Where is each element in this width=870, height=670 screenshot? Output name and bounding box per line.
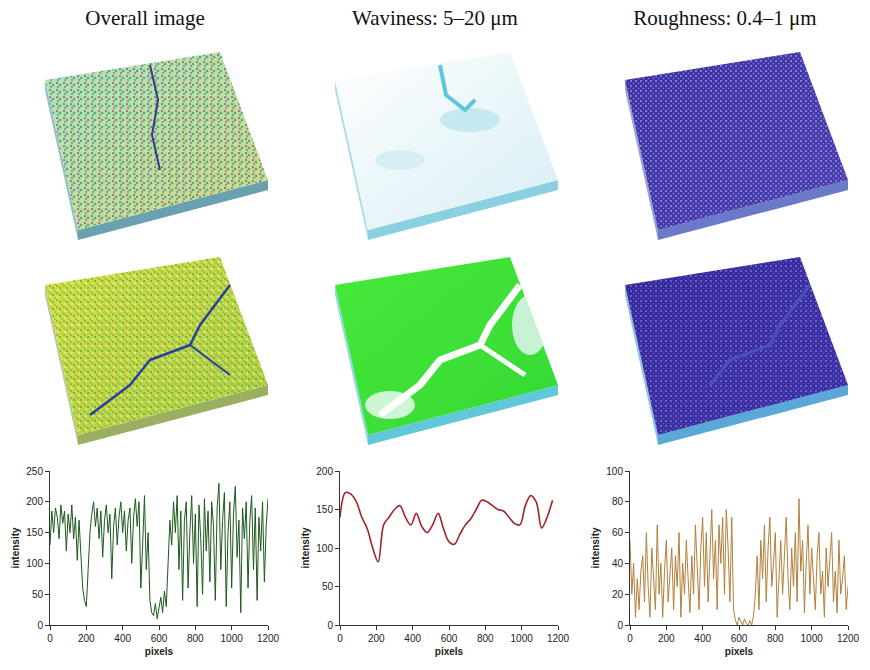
svg-text:800: 800 bbox=[767, 633, 784, 644]
svg-text:200: 200 bbox=[78, 633, 95, 644]
svg-text:intensity: intensity bbox=[300, 527, 311, 569]
svg-text:100: 100 bbox=[316, 543, 333, 554]
svg-text:250: 250 bbox=[26, 466, 43, 477]
svg-text:1200: 1200 bbox=[257, 633, 280, 644]
html-text:Roughness: 0.4–1 μm: Roughness: 0.4–1 μm bbox=[633, 6, 817, 30]
svg-text:0: 0 bbox=[47, 633, 53, 644]
svg-text:60: 60 bbox=[612, 527, 624, 538]
svg-text:intensity: intensity bbox=[10, 527, 21, 569]
svg-text:600: 600 bbox=[441, 633, 458, 644]
svg-text:80: 80 bbox=[612, 496, 624, 507]
html-text:Overall image: Overall image bbox=[85, 6, 205, 30]
svg-text:150: 150 bbox=[316, 504, 333, 515]
svg-text:200: 200 bbox=[658, 633, 675, 644]
html-text:Waviness: 5–20 μm: Waviness: 5–20 μm bbox=[352, 6, 518, 30]
svg-text:1000: 1000 bbox=[801, 633, 824, 644]
svg-text:100: 100 bbox=[606, 466, 623, 477]
svg-text:400: 400 bbox=[694, 633, 711, 644]
svg-text:0: 0 bbox=[327, 620, 333, 631]
svg-text:1000: 1000 bbox=[221, 633, 244, 644]
svg-text:1200: 1200 bbox=[837, 633, 860, 644]
svg-text:0: 0 bbox=[37, 620, 43, 631]
svg-text:pixels: pixels bbox=[435, 646, 464, 657]
svg-text:400: 400 bbox=[404, 633, 421, 644]
svg-text:600: 600 bbox=[151, 633, 168, 644]
svg-text:800: 800 bbox=[477, 633, 494, 644]
svg-text:20: 20 bbox=[612, 589, 624, 600]
svg-text:1200: 1200 bbox=[547, 633, 570, 644]
svg-text:pixels: pixels bbox=[145, 646, 174, 657]
svg-text:200: 200 bbox=[26, 496, 43, 507]
svg-text:200: 200 bbox=[316, 466, 333, 477]
svg-text:400: 400 bbox=[114, 633, 131, 644]
svg-text:200: 200 bbox=[368, 633, 385, 644]
svg-text:1000: 1000 bbox=[511, 633, 534, 644]
svg-text:pixels: pixels bbox=[725, 646, 754, 657]
svg-text:intensity: intensity bbox=[590, 527, 601, 569]
svg-text:600: 600 bbox=[731, 633, 748, 644]
svg-text:150: 150 bbox=[26, 527, 43, 538]
svg-text:100: 100 bbox=[26, 558, 43, 569]
svg-text:50: 50 bbox=[322, 581, 334, 592]
svg-text:50: 50 bbox=[32, 589, 44, 600]
svg-text:0: 0 bbox=[617, 620, 623, 631]
svg-text:0: 0 bbox=[337, 633, 343, 644]
svg-text:40: 40 bbox=[612, 558, 624, 569]
svg-text:0: 0 bbox=[627, 633, 633, 644]
svg-text:800: 800 bbox=[187, 633, 204, 644]
